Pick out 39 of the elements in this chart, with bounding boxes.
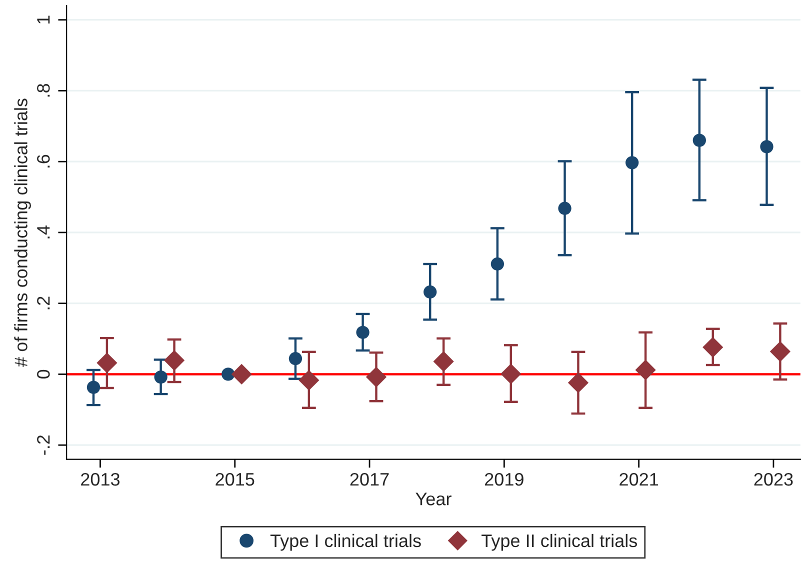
point <box>288 352 302 366</box>
y-tick-label: -.2 <box>37 435 50 455</box>
point <box>222 368 235 381</box>
legend-label: Type I clinical trials <box>270 534 421 551</box>
point <box>164 350 185 371</box>
point <box>154 370 168 384</box>
y-tick-label: .2 <box>37 296 50 310</box>
point <box>770 341 790 362</box>
point <box>86 380 100 394</box>
x-tick-label: 2015 <box>216 472 254 486</box>
y-tick-label: 0 <box>37 370 50 379</box>
point <box>366 366 387 388</box>
point <box>558 202 572 215</box>
y-tick-label: .8 <box>37 84 50 97</box>
point <box>231 364 252 385</box>
x-tick-label: 2019 <box>485 472 524 486</box>
point <box>702 336 724 358</box>
point <box>490 257 504 271</box>
x-tick-label: 2023 <box>754 472 793 486</box>
point <box>760 140 774 154</box>
y-tick-label: .4 <box>37 225 50 238</box>
x-tick-label: 2017 <box>350 472 389 486</box>
point <box>568 372 589 394</box>
point <box>692 134 706 147</box>
point <box>433 351 454 372</box>
x-tick-label: 2021 <box>620 472 658 486</box>
x-tick-label: 2013 <box>81 472 120 486</box>
x-axis-title: Year <box>416 492 452 506</box>
y-tick-label: 1 <box>37 16 50 24</box>
y-axis-title: # of firms conducting clinical trials <box>14 98 31 367</box>
point <box>424 285 437 299</box>
point <box>635 360 656 380</box>
point <box>96 352 118 374</box>
point <box>356 326 370 339</box>
point <box>500 364 522 384</box>
y-tick-label: .6 <box>37 154 50 168</box>
legend-label: Type II clinical trials <box>482 534 638 551</box>
point <box>298 370 320 391</box>
point <box>626 156 639 170</box>
